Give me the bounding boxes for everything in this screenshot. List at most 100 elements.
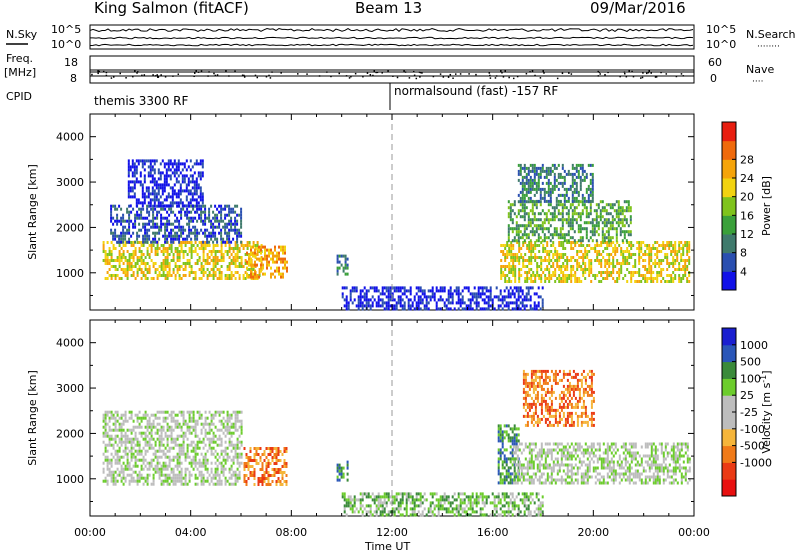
echo-cell bbox=[208, 428, 211, 432]
echo-cell bbox=[214, 455, 217, 459]
echo-cell bbox=[521, 193, 524, 197]
echo-cell bbox=[676, 268, 679, 271]
freq-dot bbox=[243, 74, 245, 77]
echo-cell bbox=[493, 307, 496, 311]
echo-cell bbox=[381, 504, 384, 508]
echo-cell bbox=[517, 295, 520, 299]
echo-cell bbox=[565, 187, 568, 191]
echo-cell bbox=[529, 230, 532, 234]
echo-cell bbox=[467, 289, 470, 293]
date-title: 09/Mar/2016 bbox=[590, 0, 686, 17]
echo-cell bbox=[581, 193, 584, 197]
echo-cell bbox=[170, 228, 173, 232]
echo-cell bbox=[138, 446, 141, 450]
echo-cell bbox=[174, 234, 177, 238]
echo-cell bbox=[619, 221, 622, 225]
freq-dot bbox=[647, 71, 650, 74]
echo-cell bbox=[405, 289, 408, 293]
echo-cell bbox=[134, 413, 137, 417]
echo-cell bbox=[527, 212, 530, 216]
echo-cell bbox=[166, 416, 169, 420]
echo-cell bbox=[563, 233, 566, 237]
echo-cell bbox=[539, 190, 542, 194]
echo-cell bbox=[274, 248, 276, 252]
echo-cell bbox=[104, 422, 107, 426]
echo-cell bbox=[345, 301, 348, 305]
echo-cell bbox=[509, 218, 512, 222]
echo-cell bbox=[126, 434, 129, 438]
echo-cell bbox=[202, 437, 205, 441]
echo-cell bbox=[533, 163, 536, 167]
echo-cell bbox=[419, 295, 422, 299]
echo-cell bbox=[224, 207, 227, 211]
echo-cell bbox=[228, 476, 231, 480]
echo-cell bbox=[106, 461, 109, 465]
echo-cell bbox=[519, 224, 522, 228]
echo-cell bbox=[167, 192, 170, 196]
echo-cell bbox=[204, 461, 207, 465]
echo-cell bbox=[612, 241, 615, 244]
echo-cell bbox=[144, 231, 147, 235]
echo-cell bbox=[114, 479, 117, 483]
echo-cell bbox=[132, 241, 135, 244]
echo-cell bbox=[180, 452, 183, 456]
echo-cell bbox=[180, 244, 183, 247]
echo-cell bbox=[120, 434, 123, 438]
echo-cell bbox=[116, 274, 119, 277]
echo-cell bbox=[517, 227, 520, 231]
echo-cell bbox=[686, 259, 689, 262]
echo-cell bbox=[559, 175, 562, 179]
echo-cell bbox=[134, 225, 137, 229]
echo-cell bbox=[182, 422, 185, 426]
echo-cell bbox=[232, 228, 235, 232]
echo-cell bbox=[201, 192, 204, 196]
echo-cell bbox=[346, 472, 349, 476]
echo-cell bbox=[124, 449, 127, 453]
echo-cell bbox=[343, 504, 346, 508]
echo-cell bbox=[240, 265, 243, 268]
echo-cell bbox=[202, 473, 205, 477]
echo-cell bbox=[164, 473, 167, 477]
echo-cell bbox=[359, 504, 362, 508]
echo-cell bbox=[238, 455, 241, 459]
echo-cell bbox=[180, 449, 183, 453]
echo-cell bbox=[572, 268, 575, 271]
echo-cell bbox=[154, 207, 157, 211]
echo-cell bbox=[510, 259, 513, 262]
echo-cell bbox=[260, 251, 262, 255]
echo-cell bbox=[511, 209, 514, 213]
echo-cell bbox=[517, 200, 520, 204]
echo-cell bbox=[518, 271, 521, 274]
echo-cell bbox=[506, 253, 509, 256]
echo-cell bbox=[164, 434, 167, 438]
echo-cell bbox=[204, 410, 207, 414]
echo-cell bbox=[138, 222, 141, 226]
echo-cell bbox=[648, 262, 651, 265]
echo-cell bbox=[541, 221, 544, 225]
echo-cell bbox=[539, 236, 542, 240]
echo-cell bbox=[551, 187, 554, 191]
echo-cell bbox=[202, 268, 205, 271]
echo-cell bbox=[141, 186, 144, 190]
echo-cell bbox=[522, 265, 525, 268]
echo-cell bbox=[142, 237, 145, 241]
echo-cell bbox=[182, 207, 185, 211]
echo-cell bbox=[147, 171, 150, 175]
echo-cell bbox=[569, 218, 572, 222]
echo-cell bbox=[174, 422, 177, 426]
echo-cell bbox=[593, 227, 596, 231]
echo-cell bbox=[214, 413, 217, 417]
echo-cell bbox=[564, 274, 567, 277]
echo-cell bbox=[132, 452, 135, 456]
echo-cell bbox=[184, 262, 187, 265]
echo-cell bbox=[110, 470, 113, 474]
echo-cell bbox=[678, 247, 681, 250]
echo-cell bbox=[144, 458, 147, 462]
echo-cell bbox=[147, 189, 150, 193]
echo-cell bbox=[545, 236, 548, 240]
echo-cell bbox=[385, 513, 388, 517]
echo-cell bbox=[135, 180, 138, 184]
echo-cell bbox=[585, 212, 588, 216]
echo-cell bbox=[451, 298, 454, 302]
echo-cell bbox=[158, 449, 161, 453]
